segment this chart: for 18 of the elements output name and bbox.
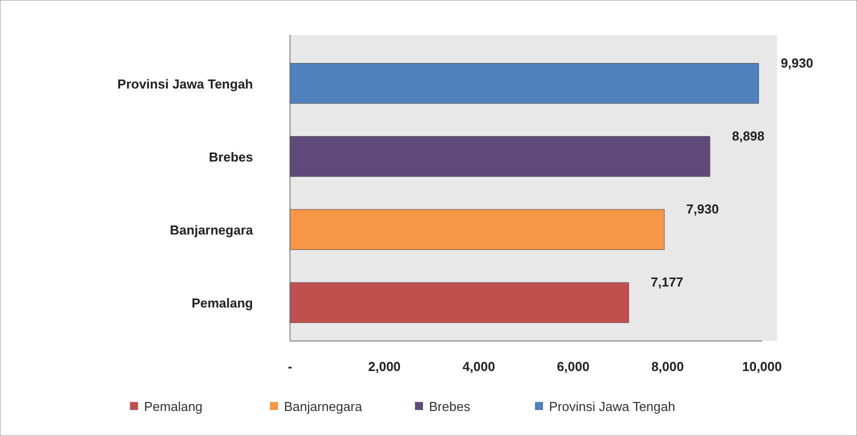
x-tick-label: - <box>288 359 292 374</box>
x-tick-label: 2,000 <box>368 359 401 374</box>
legend-label: Pemalang <box>144 399 203 414</box>
legend-label: Brebes <box>429 399 471 414</box>
x-tick-label: 10,000 <box>742 359 782 374</box>
y-tick-label: Pemalang <box>192 296 254 311</box>
data-label: 7,177 <box>650 274 684 290</box>
x-tick-label: 6,000 <box>556 359 590 374</box>
y-tick-label: Provinsi Jawa Tengah <box>117 76 254 92</box>
y-tick-label: Brebes <box>208 149 253 164</box>
x-tick-label: 8,000 <box>651 359 684 374</box>
data-label: 9,930 <box>780 55 814 70</box>
legend-label: Banjarnegara <box>284 399 363 414</box>
y-tick-label: Banjarnegara <box>170 222 254 238</box>
data-label: 7,930 <box>686 201 719 216</box>
data-label: 8,898 <box>732 128 765 144</box>
legend-label: Provinsi Jawa Tengah <box>549 399 676 414</box>
x-tick-label: 4,000 <box>462 359 496 374</box>
